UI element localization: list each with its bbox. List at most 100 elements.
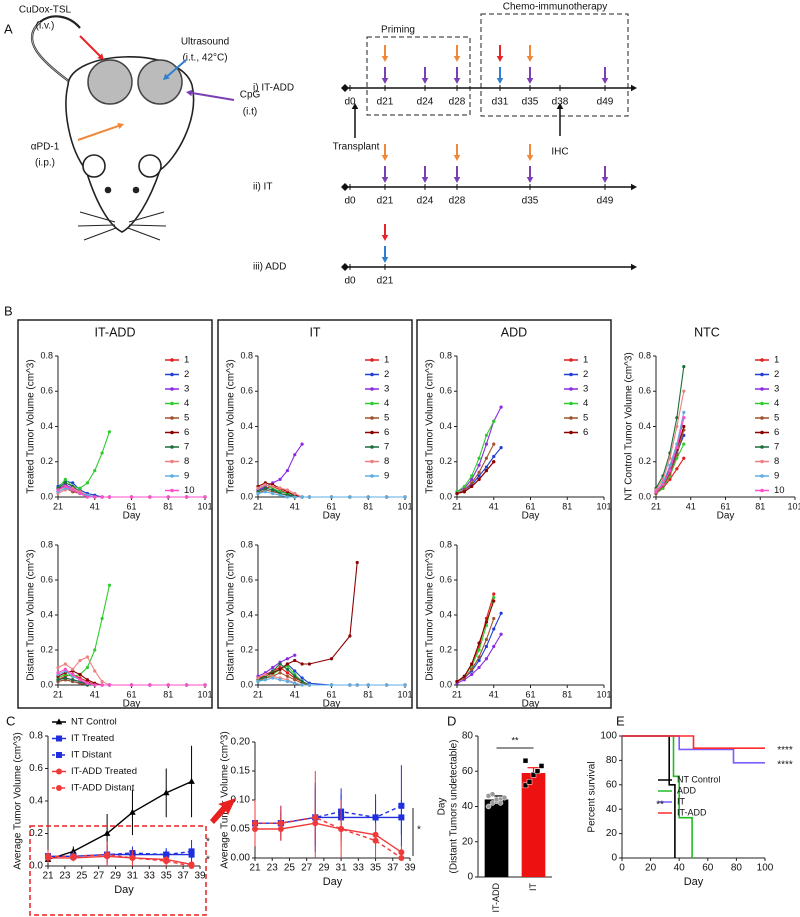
data-point	[398, 802, 405, 809]
data-point	[263, 490, 267, 494]
x-tick-label: 101	[397, 689, 412, 699]
dose-arrow-head	[453, 155, 461, 161]
data-point	[385, 683, 389, 687]
data-point	[70, 847, 77, 854]
x-axis-label: Day	[114, 884, 134, 896]
data-point	[93, 468, 97, 473]
y-axis-label: Day	[437, 798, 448, 816]
dose-arrow-head	[381, 56, 389, 62]
data-point	[293, 491, 297, 496]
x-tick-label: 101	[197, 689, 212, 699]
timeline-axis-head	[631, 263, 637, 271]
x-tick-label: 21	[452, 501, 462, 511]
data-point	[493, 796, 500, 803]
data-point	[188, 777, 195, 784]
y-tick-label: 0.2	[40, 456, 53, 466]
legend-marker	[170, 474, 174, 478]
data-point	[285, 667, 289, 671]
dose-arrow	[421, 166, 429, 183]
data-point	[103, 829, 111, 836]
dose-arrow-head	[381, 78, 389, 84]
data-point	[312, 814, 319, 821]
y-axis-label: Treated Tumor Volume (cm^3)	[226, 359, 237, 493]
data-point	[499, 446, 503, 450]
dose-arrow-head	[381, 177, 389, 183]
day-label: d49	[597, 97, 614, 108]
legend-label: 9	[384, 471, 389, 482]
y-axis-label: Average Tumor Volume (cm^3)	[220, 731, 231, 868]
y-tick-label: 0.0	[240, 491, 253, 501]
data-point	[329, 657, 334, 661]
legend-label: 9	[184, 471, 189, 482]
data-point	[278, 477, 282, 481]
x-tick-label: 21	[53, 689, 63, 699]
data-point	[300, 495, 304, 499]
ihc-label: IHC	[551, 147, 568, 158]
legend-label: 7	[774, 442, 779, 453]
data-point	[484, 433, 488, 437]
data-point	[403, 683, 407, 687]
y-axis-label: Treated Tumor Volume (cm^3)	[26, 359, 37, 493]
legend-marker	[760, 474, 764, 478]
legend-marker	[760, 401, 764, 406]
data-point	[462, 484, 466, 489]
data-point	[470, 474, 474, 478]
legend-marker	[760, 430, 764, 435]
treatment-pointer-head	[117, 122, 124, 130]
legend-marker	[760, 416, 764, 420]
data-point	[263, 672, 267, 677]
x-tick-label: 60	[702, 863, 714, 874]
data-point	[307, 495, 312, 499]
y-tick-label: 0.8	[439, 539, 452, 549]
data-point	[100, 451, 104, 455]
data-point	[682, 389, 686, 393]
y-axis-label: Distant Tumor Volume (cm^3)	[425, 549, 436, 680]
data-point	[203, 683, 207, 687]
legend-marker	[760, 488, 764, 493]
data-point	[477, 463, 481, 467]
zoom-box	[29, 825, 207, 916]
x-tick-label: 21	[651, 501, 661, 511]
data-point	[492, 644, 496, 649]
bar	[484, 799, 509, 877]
y-tick-label: 0.8	[29, 731, 43, 742]
dose-arrow	[496, 45, 504, 62]
legend-marker	[370, 459, 374, 464]
data-point	[492, 454, 496, 459]
data-point	[78, 491, 82, 496]
data-point	[668, 456, 672, 460]
data-point	[278, 667, 282, 671]
legend-label: 6	[774, 427, 779, 438]
legend-label: 2	[184, 369, 189, 380]
y-tick-label: 100	[600, 731, 617, 742]
treatment-pointer-shaft	[77, 124, 120, 141]
data-point	[293, 658, 297, 663]
dose-arrow	[381, 166, 389, 183]
legend-marker	[170, 430, 174, 435]
y-tick-label: 0.6	[240, 386, 253, 396]
y-tick-label: 0.00	[231, 853, 251, 864]
data-point	[148, 495, 152, 499]
x-tick-label: 37	[387, 863, 399, 874]
data-point	[71, 667, 75, 671]
data-point	[107, 495, 112, 499]
x-tick-label: 31	[336, 863, 348, 874]
panel-label: D	[447, 713, 456, 728]
data-point	[278, 678, 282, 682]
legend-label: 3	[774, 384, 779, 395]
legend-marker	[56, 785, 62, 791]
dose-arrow-head	[496, 56, 504, 62]
legend-marker	[170, 358, 174, 362]
x-tick-label: 39	[194, 871, 206, 882]
y-tick-label: 0.2	[240, 644, 253, 654]
data-point	[477, 658, 481, 663]
y-tick-label: 0.6	[29, 763, 43, 774]
x-tick-label: 21	[452, 689, 462, 699]
y-tick-label: 0.6	[40, 386, 53, 396]
data-point	[484, 465, 488, 469]
day-label: d21	[377, 196, 394, 207]
y-tick-label: 0.0	[439, 679, 452, 689]
legend-marker	[170, 445, 174, 449]
legend-marker	[569, 401, 573, 406]
data-point	[499, 632, 503, 636]
